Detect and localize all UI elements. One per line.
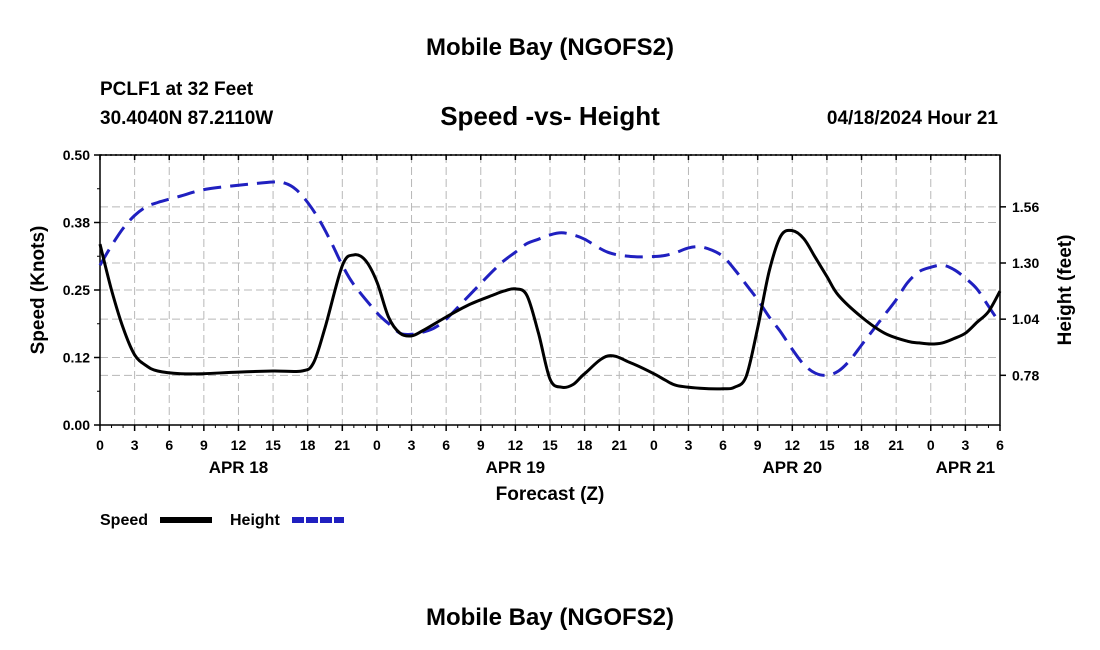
legend: Speed Height [100,512,344,529]
left-axis-title: Speed (Knots) [28,226,49,355]
x-tick-label: 15 [819,437,835,453]
x-tick-label: 15 [265,437,281,453]
x-tick-label: 21 [888,437,904,453]
x-tick-label: 6 [442,437,450,453]
x-tick-label: 18 [854,437,870,453]
date-labels: APR 18 APR 19 APR 20 APR 21 [209,458,995,477]
y-tick-label-right: 1.56 [1012,199,1039,215]
left-axis: 0.00 0.12 0.25 0.38 0.50 [63,147,100,433]
location-label: 30.4040N 87.2110W [100,108,273,129]
date-label: APR 21 [936,458,996,477]
date-label: APR 20 [763,458,823,477]
series-line-height [98,180,1002,377]
legend-label-height: Height [230,512,280,529]
y-tick-label-left: 0.00 [63,417,90,433]
x-tick-label: 12 [785,437,801,453]
x-tick-label: 0 [96,437,104,453]
right-axis: 0.78 1.04 1.30 1.56 [1000,199,1039,383]
date-label: APR 18 [209,458,269,477]
x-tick-label: 9 [754,437,762,453]
x-tick-label: 6 [996,437,1004,453]
y-tick-label-right: 1.30 [1012,255,1039,271]
y-tick-label-right: 0.78 [1012,367,1039,383]
x-tick-label: 6 [719,437,727,453]
x-tick-label: 15 [542,437,558,453]
x-tick-label: 0 [373,437,381,453]
y-tick-label-left: 0.25 [63,282,90,298]
x-tick-label: 3 [961,437,969,453]
x-tick-label: 0 [650,437,658,453]
date-label: APR 19 [486,458,546,477]
y-tick-label-left: 0.50 [63,147,90,163]
x-tick-label: 12 [231,437,247,453]
station-label: PCLF1 at 32 Feet [100,79,254,100]
y-tick-label-right: 1.04 [1012,311,1039,327]
timestamp-label: 04/18/2024 Hour 21 [827,108,999,129]
series-line-speed [98,228,1002,391]
x-tick-label: 0 [927,437,935,453]
footer-title: Mobile Bay (NGOFS2) [426,604,674,631]
x-tick-label: 18 [577,437,593,453]
y-tick-label-left: 0.38 [63,215,90,231]
x-tick-label: 9 [200,437,208,453]
x-tick-label: 21 [611,437,627,453]
x-tick-label: 21 [335,437,351,453]
x-tick-label: 6 [165,437,173,453]
x-tick-label: 3 [408,437,416,453]
x-axis-title: Forecast (Z) [496,484,605,505]
legend-label-speed: Speed [100,512,148,529]
right-axis-title: Height (feet) [1055,235,1076,346]
series-layer [98,180,1002,391]
x-tick-label: 18 [300,437,316,453]
chart-title: Mobile Bay (NGOFS2) [426,34,674,61]
grid [100,154,1000,425]
x-tick-label: 12 [508,437,524,453]
x-tick-label: 3 [685,437,693,453]
y-tick-label-left: 0.12 [63,350,90,366]
x-axis: 0 3 6 9 12 15 18 21 0 3 6 9 12 15 18 21 0 3 6 9 12 15 18 21 0 3 6 [96,155,1004,453]
x-tick-label: 9 [477,437,485,453]
x-tick-label: 3 [131,437,139,453]
chart-subtitle: Speed -vs- Height [440,101,660,131]
